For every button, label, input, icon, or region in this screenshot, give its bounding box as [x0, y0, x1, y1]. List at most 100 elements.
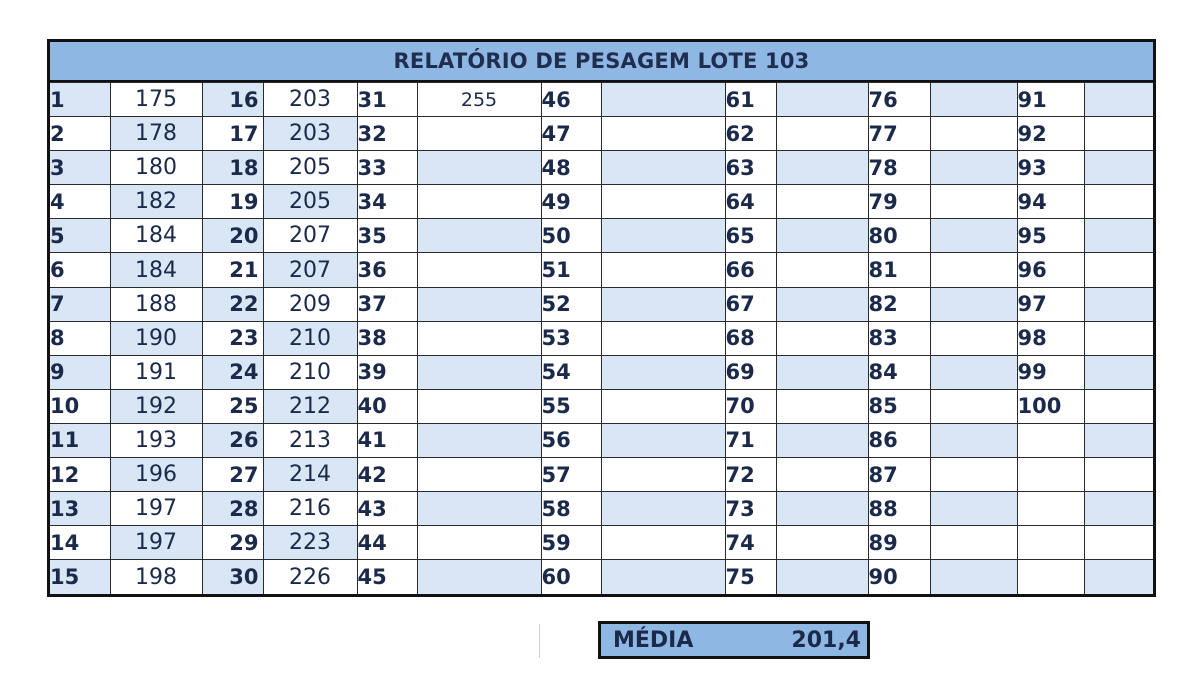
weight-cell — [775, 81, 869, 118]
table-row: 9 191 24 210 39 54 69 84 99 — [50, 354, 1153, 390]
row-index-cell: 34 — [356, 184, 418, 220]
weight-cell: 198 — [109, 559, 203, 594]
row-index-cell: 30 — [201, 559, 264, 594]
row-index-cell: 72 — [724, 457, 777, 493]
row-index-cell: 31 — [356, 81, 418, 118]
weight-cell: 207 — [262, 218, 358, 254]
sheet-gridline — [539, 624, 540, 658]
row-index-cell: 42 — [356, 457, 418, 493]
weight-cell — [416, 559, 542, 594]
weight-cell — [929, 81, 1018, 118]
row-index-cell: 29 — [201, 525, 264, 561]
row-index-cell: 90 — [867, 559, 931, 594]
weight-cell — [416, 286, 542, 322]
row-index-cell: 7 — [50, 286, 111, 322]
row-index-cell: 9 — [50, 354, 111, 390]
row-index-cell: 60 — [540, 559, 602, 594]
weight-cell — [775, 184, 869, 220]
row-index-cell: 59 — [540, 525, 602, 561]
weight-cell: 197 — [109, 491, 203, 527]
row-index-cell: 11 — [50, 422, 111, 459]
weight-cell: 216 — [262, 491, 358, 527]
row-index-cell: 12 — [50, 457, 111, 493]
row-index-cell: 68 — [724, 320, 777, 356]
weight-cell — [416, 150, 542, 186]
weight-cell — [416, 525, 542, 561]
row-index-cell: 87 — [867, 457, 931, 493]
weight-cell — [416, 218, 542, 254]
weight-cell — [929, 150, 1018, 186]
weight-cell — [600, 354, 726, 390]
row-index-cell: 98 — [1016, 320, 1085, 356]
row-index-cell: 33 — [356, 150, 418, 186]
table-row: 2 178 17 203 32 47 62 77 92 — [50, 116, 1153, 152]
row-index-cell: 24 — [201, 354, 264, 390]
weight-cell: 197 — [109, 525, 203, 561]
average-value: 201,4 — [791, 627, 861, 653]
weight-cell: 214 — [262, 457, 358, 493]
row-index-cell: 70 — [724, 388, 777, 424]
row-index-cell: 63 — [724, 150, 777, 186]
row-index-cell: 80 — [867, 218, 931, 254]
row-index-cell: 82 — [867, 286, 931, 322]
row-index-cell: 21 — [201, 252, 264, 288]
weight-cell: 213 — [262, 422, 358, 459]
weight-cell — [775, 491, 869, 527]
weight-cell — [775, 422, 869, 459]
row-index-cell: 8 — [50, 320, 111, 356]
row-index-cell: 49 — [540, 184, 602, 220]
row-index-cell: 39 — [356, 354, 418, 390]
table-row: 14 197 29 223 44 59 74 89 — [50, 525, 1153, 561]
weight-cell — [775, 457, 869, 493]
weight-cell: 209 — [262, 286, 358, 322]
table-row: 15 198 30 226 45 60 75 90 — [50, 559, 1153, 594]
row-index-cell: 91 — [1016, 81, 1085, 118]
row-index-cell: 95 — [1016, 218, 1085, 254]
row-index-cell: 88 — [867, 491, 931, 527]
row-index-cell: 56 — [540, 422, 602, 459]
weight-cell — [1083, 320, 1153, 356]
row-index-cell: 100 — [1016, 388, 1085, 424]
weight-cell: 255 — [416, 81, 542, 118]
row-index-cell: 38 — [356, 320, 418, 356]
row-index-cell: 25 — [201, 388, 264, 424]
weight-cell — [929, 559, 1018, 594]
weight-cell — [416, 457, 542, 493]
row-index-cell: 71 — [724, 422, 777, 459]
weight-cell: 188 — [109, 286, 203, 322]
weight-cell: 178 — [109, 116, 203, 152]
row-index-cell: 27 — [201, 457, 264, 493]
row-index-cell: 84 — [867, 354, 931, 390]
row-index-cell: 79 — [867, 184, 931, 220]
weight-cell — [1083, 422, 1153, 459]
row-index-cell: 48 — [540, 150, 602, 186]
weight-cell: 205 — [262, 184, 358, 220]
weight-cell — [416, 116, 542, 152]
weight-cell — [929, 388, 1018, 424]
weight-cell: 203 — [262, 81, 358, 118]
weight-cell — [929, 320, 1018, 356]
weight-cell — [600, 320, 726, 356]
row-index-cell: 51 — [540, 252, 602, 288]
row-index-cell: 32 — [356, 116, 418, 152]
row-index-cell: 18 — [201, 150, 264, 186]
weight-cell — [775, 252, 869, 288]
row-index-cell: 13 — [50, 491, 111, 527]
row-index-cell: 67 — [724, 286, 777, 322]
row-index-cell: 46 — [540, 81, 602, 118]
weight-cell — [929, 525, 1018, 561]
weight-cell — [1083, 116, 1153, 152]
weight-cell — [1083, 388, 1153, 424]
row-index-cell: 45 — [356, 559, 418, 594]
table-row: 5 184 20 207 35 50 65 80 95 — [50, 218, 1153, 254]
weight-cell: 226 — [262, 559, 358, 594]
row-index-cell: 22 — [201, 286, 264, 322]
weight-cell — [1083, 354, 1153, 390]
weight-cell — [775, 354, 869, 390]
weight-cell: 191 — [109, 354, 203, 390]
row-index-cell: 75 — [724, 559, 777, 594]
weight-cell — [600, 116, 726, 152]
weight-cell — [929, 286, 1018, 322]
weight-cell — [600, 184, 726, 220]
weight-cell — [929, 457, 1018, 493]
